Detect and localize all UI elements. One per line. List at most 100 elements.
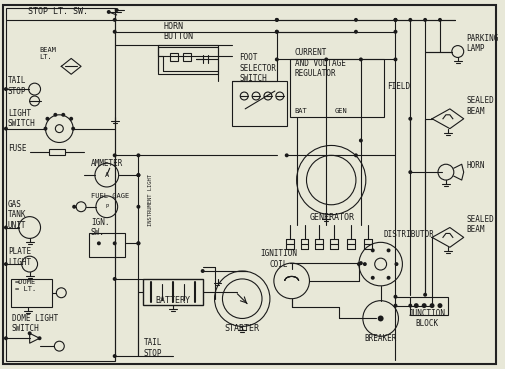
Text: DISTRIBUTOR: DISTRIBUTOR — [384, 230, 434, 239]
Circle shape — [61, 113, 65, 117]
Circle shape — [409, 18, 412, 22]
Text: BATTERY: BATTERY — [156, 296, 190, 305]
Text: FOOT
SELECTOR
SWITCH: FOOT SELECTOR SWITCH — [239, 54, 276, 83]
Text: TAIL
STOP: TAIL STOP — [8, 76, 26, 96]
Bar — [290, 59, 384, 117]
Circle shape — [307, 155, 356, 205]
Circle shape — [371, 276, 375, 280]
Circle shape — [275, 18, 279, 22]
Text: GAS
TANK
UNIT: GAS TANK UNIT — [8, 200, 26, 230]
Circle shape — [200, 269, 205, 273]
Circle shape — [113, 30, 117, 34]
Circle shape — [115, 8, 119, 12]
Text: HORN
BUTTON: HORN BUTTON — [163, 22, 193, 41]
Circle shape — [275, 30, 279, 34]
Circle shape — [437, 303, 442, 308]
Circle shape — [28, 331, 32, 335]
Text: HORN: HORN — [467, 161, 485, 170]
Circle shape — [113, 277, 117, 281]
Circle shape — [4, 87, 8, 91]
Circle shape — [423, 293, 427, 297]
Circle shape — [4, 225, 8, 230]
Circle shape — [72, 205, 76, 209]
Circle shape — [393, 18, 397, 22]
Circle shape — [409, 117, 412, 121]
Circle shape — [4, 127, 8, 131]
Text: PLATE
LIGHT: PLATE LIGHT — [8, 248, 31, 267]
Circle shape — [275, 30, 279, 34]
Circle shape — [423, 18, 427, 22]
Circle shape — [359, 138, 363, 142]
Circle shape — [136, 173, 140, 177]
Text: GENERATOR: GENERATOR — [310, 213, 355, 222]
Circle shape — [438, 18, 442, 22]
Circle shape — [394, 262, 398, 266]
Text: LIGHT
SWITCH: LIGHT SWITCH — [8, 109, 36, 128]
Circle shape — [324, 58, 328, 61]
Circle shape — [371, 248, 375, 252]
Circle shape — [54, 113, 58, 117]
Text: PARKING
LAMP: PARKING LAMP — [467, 34, 499, 53]
Text: =DOME
= LT.: =DOME = LT. — [15, 279, 36, 292]
Circle shape — [363, 262, 367, 266]
Bar — [49, 149, 65, 155]
Circle shape — [393, 30, 397, 34]
Circle shape — [422, 303, 427, 308]
Text: P: P — [105, 204, 109, 209]
Circle shape — [4, 262, 8, 266]
Circle shape — [393, 58, 397, 61]
Text: SEALED
BEAM: SEALED BEAM — [467, 96, 494, 115]
Circle shape — [136, 241, 140, 245]
Text: IGN.
SW.: IGN. SW. — [91, 218, 110, 237]
Text: STOP LT. SW.: STOP LT. SW. — [28, 7, 88, 17]
Circle shape — [275, 18, 279, 22]
Text: IGNITION
COIL: IGNITION COIL — [260, 249, 297, 269]
Text: A: A — [105, 172, 109, 178]
Circle shape — [71, 127, 75, 131]
Circle shape — [409, 170, 412, 174]
Text: FIELD: FIELD — [387, 82, 411, 91]
Circle shape — [378, 315, 384, 321]
Circle shape — [359, 261, 363, 265]
Circle shape — [393, 295, 397, 299]
Circle shape — [409, 304, 412, 308]
Bar — [411, 297, 448, 314]
Circle shape — [387, 248, 390, 252]
Circle shape — [136, 154, 140, 157]
Text: BEAM
LT.: BEAM LT. — [39, 47, 57, 60]
Text: STARTER: STARTER — [225, 324, 260, 333]
Circle shape — [387, 276, 390, 280]
Circle shape — [113, 354, 117, 358]
Circle shape — [4, 336, 8, 340]
Bar — [89, 234, 125, 257]
Bar — [11, 279, 53, 307]
Bar — [6, 8, 115, 361]
Circle shape — [357, 262, 361, 266]
Bar — [232, 81, 287, 126]
Bar — [170, 54, 178, 61]
Circle shape — [414, 303, 419, 308]
Bar — [158, 46, 218, 74]
Circle shape — [285, 154, 289, 157]
Text: INSTRUMENT LIGHT: INSTRUMENT LIGHT — [148, 174, 153, 226]
Circle shape — [56, 125, 63, 132]
Circle shape — [107, 10, 111, 14]
Circle shape — [136, 241, 140, 245]
Circle shape — [113, 241, 117, 245]
Text: JUNCTION
BLOCK: JUNCTION BLOCK — [409, 309, 445, 328]
Circle shape — [275, 58, 279, 61]
Circle shape — [359, 58, 363, 61]
Circle shape — [69, 117, 73, 121]
Circle shape — [375, 258, 387, 270]
Text: AMMETER: AMMETER — [91, 159, 123, 168]
Circle shape — [136, 173, 140, 177]
Circle shape — [393, 304, 397, 308]
Text: TAIL
STOP: TAIL STOP — [144, 338, 163, 358]
Circle shape — [354, 18, 358, 22]
Text: FUEL GAGE: FUEL GAGE — [91, 193, 129, 199]
Text: FUSE: FUSE — [8, 144, 26, 153]
Circle shape — [43, 127, 47, 131]
Text: DOME LIGHT
SWITCH: DOME LIGHT SWITCH — [12, 314, 58, 333]
Text: CURRENT
AND VOLTAGE
REGULATOR: CURRENT AND VOLTAGE REGULATOR — [294, 48, 345, 78]
Circle shape — [136, 205, 140, 209]
